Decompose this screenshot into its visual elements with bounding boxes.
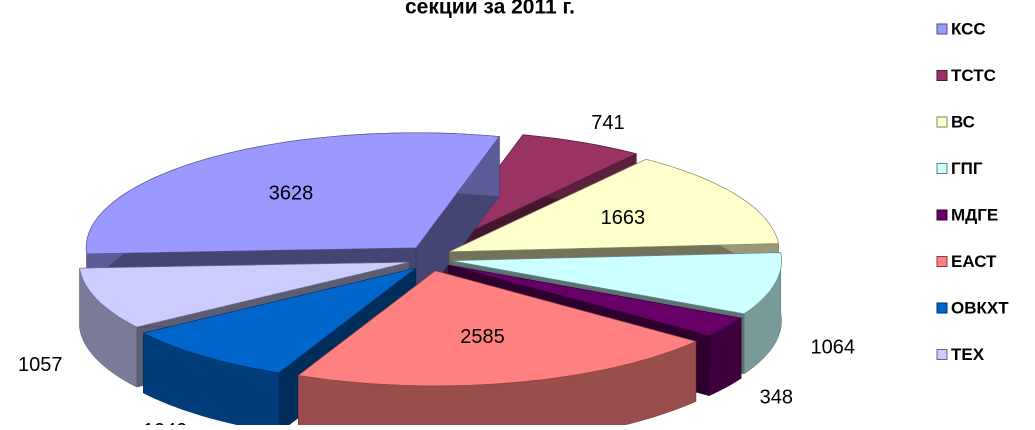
legend-swatch [936,70,948,81]
legend-swatch [936,163,948,174]
data-label: 348 [760,387,793,409]
legend-swatch [936,349,948,360]
legend-swatch [936,256,948,267]
slice-top [297,270,697,387]
legend-label: ТСТС [951,66,996,85]
slice-top [439,134,638,247]
legend-label: ТЕХ [951,345,985,364]
slice-top [449,158,779,253]
data-label: 3628 [269,183,314,205]
slice-top [451,252,782,315]
slice [297,270,697,430]
data-label: 1064 [811,337,856,359]
data-label: 741 [591,112,624,134]
slice-top [79,261,410,328]
data-label: 1663 [601,207,646,229]
pie: 3628 741 1663 1064 348 2585 1049 1057 [18,112,856,430]
data-label: 2585 [460,326,505,348]
legend-label: ГПГ [951,159,983,178]
legend-label: ВС [951,112,975,131]
slice-top [448,264,743,337]
legend-label: ОВКХТ [951,298,1009,317]
legend-swatch [936,23,948,35]
legend-label: МДГЕ [951,205,998,224]
legend-swatch [936,116,948,128]
chart-title: секции за 2011 г. [405,0,575,19]
legend-swatch [936,302,948,314]
legend-label: ЕАСТ [951,252,997,271]
slice-top [142,267,417,374]
data-label: 1057 [18,354,63,376]
data-label: 1049 [143,420,188,425]
legend: КСС ТСТС ВС ГПГ МДГЕ ЕАСТ ОВКХТ ТЕХ [936,19,1009,364]
slice-top [85,132,501,255]
legend-swatch [936,209,948,221]
legend-label: КСС [951,19,986,38]
